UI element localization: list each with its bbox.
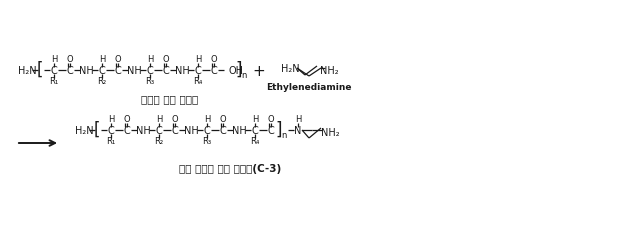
Text: n: n <box>281 131 287 140</box>
Text: C: C <box>107 126 114 135</box>
Text: H: H <box>295 115 301 124</box>
Text: C: C <box>204 126 210 135</box>
Text: R₂: R₂ <box>97 77 107 86</box>
Text: H: H <box>204 115 210 124</box>
Text: C: C <box>194 66 201 76</box>
Text: NH: NH <box>126 66 141 76</box>
Text: C: C <box>123 126 130 135</box>
Text: Ethylenediamine: Ethylenediamine <box>267 82 352 91</box>
Text: NH₂: NH₂ <box>320 66 338 76</box>
Text: NH: NH <box>78 66 93 76</box>
Text: C: C <box>51 66 57 76</box>
Text: ]: ] <box>236 61 242 79</box>
Text: H: H <box>252 115 258 124</box>
Text: O: O <box>67 55 73 64</box>
Text: NH: NH <box>175 66 189 76</box>
Text: C: C <box>99 66 106 76</box>
Text: R₄: R₄ <box>251 137 260 146</box>
Text: H: H <box>51 55 57 64</box>
Text: O: O <box>210 55 217 64</box>
Text: NH₂: NH₂ <box>321 127 339 137</box>
Text: [: [ <box>37 61 43 79</box>
Text: H: H <box>147 55 153 64</box>
Text: O: O <box>220 115 226 124</box>
Text: C: C <box>268 126 275 135</box>
Text: C: C <box>210 66 217 76</box>
Text: O: O <box>115 55 122 64</box>
Text: 변성 단백질 가수 분해물(C-3): 변성 단백질 가수 분해물(C-3) <box>179 163 281 173</box>
Text: NH: NH <box>184 126 199 135</box>
Text: C: C <box>155 126 162 135</box>
Text: R₃: R₃ <box>146 77 155 86</box>
Text: ]: ] <box>276 120 282 138</box>
Text: H: H <box>108 115 114 124</box>
Text: H₂N: H₂N <box>18 66 36 76</box>
Text: O: O <box>268 115 275 124</box>
Text: R₁: R₁ <box>106 137 115 146</box>
Text: NH: NH <box>231 126 246 135</box>
Text: OH: OH <box>228 66 243 76</box>
Text: H: H <box>156 115 162 124</box>
Text: C: C <box>67 66 73 76</box>
Text: +: + <box>252 63 265 78</box>
Text: NH: NH <box>136 126 151 135</box>
Text: C: C <box>252 126 259 135</box>
Text: 단백질 가수 분해물: 단백질 가수 분해물 <box>141 94 199 104</box>
Text: R₂: R₂ <box>154 137 164 146</box>
Text: O: O <box>123 115 130 124</box>
Text: H₂N: H₂N <box>281 64 300 74</box>
Text: n: n <box>241 71 247 80</box>
Text: [: [ <box>94 120 100 138</box>
Text: R₄: R₄ <box>193 77 203 86</box>
Text: R₃: R₃ <box>202 137 212 146</box>
Text: O: O <box>163 55 169 64</box>
Text: C: C <box>220 126 226 135</box>
Text: N: N <box>294 126 302 135</box>
Text: H: H <box>99 55 105 64</box>
Text: C: C <box>163 66 170 76</box>
Text: H₂N: H₂N <box>75 126 94 135</box>
Text: H: H <box>195 55 201 64</box>
Text: C: C <box>147 66 154 76</box>
Text: R₁: R₁ <box>49 77 59 86</box>
Text: C: C <box>115 66 122 76</box>
Text: C: C <box>172 126 178 135</box>
Text: O: O <box>172 115 178 124</box>
